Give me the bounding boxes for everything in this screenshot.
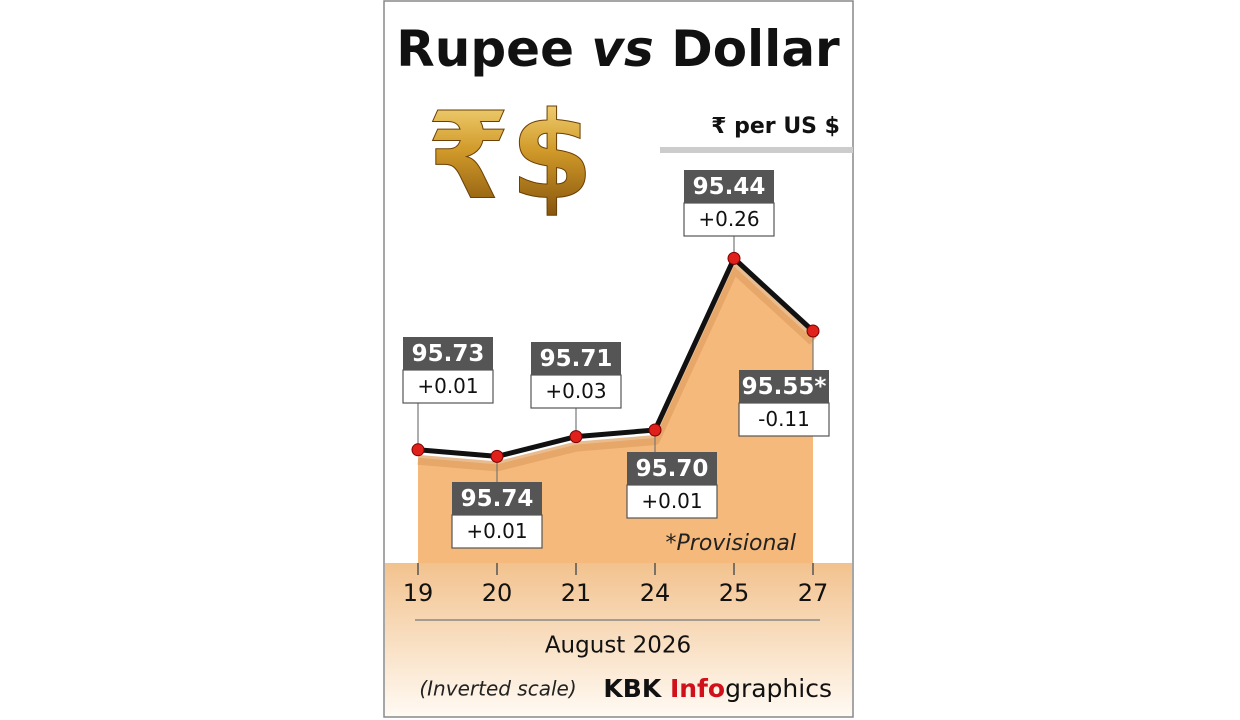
change-label: +0.03 (545, 379, 606, 403)
line (417, 255, 815, 459)
x-tick-label: 19 (403, 579, 434, 607)
x-axis-label: August 2026 (545, 633, 691, 659)
point (727, 251, 741, 265)
source-part: graphics (725, 674, 832, 703)
change-box (402, 369, 494, 404)
x-tick-label: 24 (640, 579, 671, 607)
value-box (452, 482, 542, 515)
value-label: 95.70 (636, 456, 709, 482)
change-box (451, 514, 543, 549)
value-box (403, 337, 493, 370)
chart-title: Rupee vs Dollar (396, 20, 840, 78)
value-label: 95.44 (693, 174, 766, 200)
point (490, 449, 504, 463)
point (806, 324, 820, 338)
change-box (626, 484, 718, 519)
change-box (683, 202, 775, 237)
value-label: 95.73 (412, 341, 485, 367)
title-part: vs (591, 20, 653, 78)
value-box (531, 342, 621, 375)
value-box (627, 452, 717, 485)
value-label: 95.74 (461, 486, 534, 512)
change-label: +0.01 (417, 374, 478, 398)
footnote: *Provisional (666, 531, 796, 556)
axis-band (385, 563, 852, 716)
point (569, 430, 583, 444)
change-label: -0.11 (758, 407, 810, 431)
unit-label: ₹ per US $ (711, 114, 840, 139)
plot: 95.73 +0.01 95.74 +0.01 95.71 +0.03 95.70 +0.01… (402, 170, 830, 563)
point (411, 443, 425, 457)
title-part: Rupee (396, 20, 574, 78)
change-box (738, 402, 830, 437)
point (648, 423, 662, 437)
source: KBK Infographics (603, 674, 832, 703)
change-box (530, 374, 622, 409)
line-shadow (417, 263, 817, 472)
emblem: ₹$ (427, 88, 594, 227)
value-box (684, 170, 774, 203)
value-label: 95.55* (742, 374, 827, 400)
source-part: KBK (603, 674, 670, 703)
x-tick-label: 27 (798, 579, 829, 607)
value-label: 95.71 (540, 346, 613, 372)
change-label: +0.01 (641, 489, 702, 513)
change-label: +0.26 (698, 207, 759, 231)
scale-note: (Inverted scale) (419, 677, 576, 701)
value-box (739, 370, 829, 403)
x-tick-label: 25 (719, 579, 750, 607)
x-tick-label: 20 (482, 579, 513, 607)
source-part: Info (670, 674, 725, 703)
x-tick-label: 21 (561, 579, 592, 607)
title-part: Dollar (671, 20, 840, 78)
change-label: +0.01 (466, 519, 527, 543)
